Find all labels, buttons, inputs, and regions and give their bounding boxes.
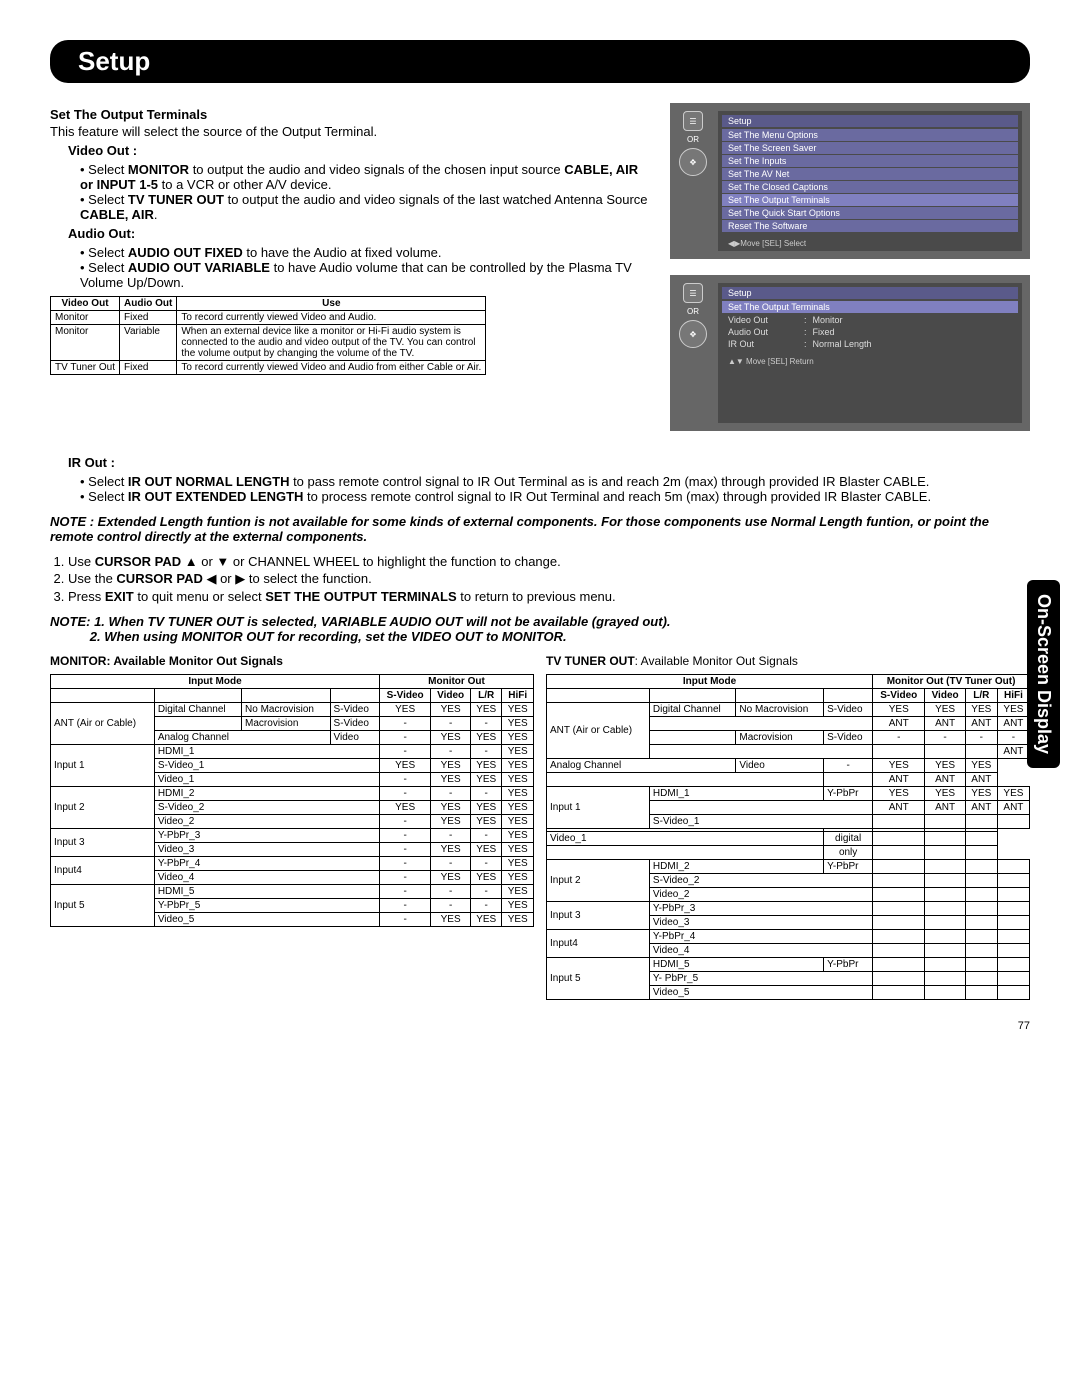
monitor-signals-table: Input ModeMonitor OutS-VideoVideoL/RHiFi…: [50, 674, 534, 927]
page-number: 77: [50, 1020, 1030, 1032]
dpad-icon: ✥: [679, 148, 707, 176]
page-header: Setup: [50, 40, 1030, 83]
side-tab: On-Screen Display: [1027, 580, 1060, 768]
note-extended-length: NOTE : Extended Length funtion is not av…: [50, 514, 1030, 544]
use-table: Video Out Audio Out Use MonitorFixedTo r…: [50, 296, 486, 375]
intro-text: This feature will select the source of t…: [50, 124, 654, 139]
tvtuner-signals-label: TV TUNER OUT: Available Monitor Out Sign…: [546, 654, 1030, 668]
ir-out-bullet-2: Select IR OUT EXTENDED LENGTH to process…: [80, 489, 1030, 504]
monitor-signals-label: MONITOR: Available Monitor Out Signals: [50, 654, 534, 668]
audio-out-bullet-2: Select AUDIO OUT VARIABLE to have Audio …: [80, 260, 654, 290]
video-out-bullet-1: Select MONITOR to output the audio and v…: [80, 162, 654, 192]
dpad-icon: ✥: [679, 320, 707, 348]
menu-button-icon: ☰: [683, 111, 703, 131]
menu-button-icon: ☰: [683, 283, 703, 303]
steps-list: Use CURSOR PAD ▲ or ▼ or CHANNEL WHEEL t…: [68, 554, 1030, 604]
ir-out-bullet-1: Select IR OUT NORMAL LENGTH to pass remo…: [80, 474, 1030, 489]
osd-screenshot-1: ☰ OR ✥ Setup Set The Menu OptionsSet The…: [670, 103, 1030, 259]
tvtuner-signals-table: Input ModeMonitor Out (TV Tuner Out)S-Vi…: [546, 674, 1030, 1000]
audio-out-bullet-1: Select AUDIO OUT FIXED to have the Audio…: [80, 245, 654, 260]
video-out-label: Video Out :: [68, 143, 654, 158]
audio-out-label: Audio Out:: [68, 226, 654, 241]
ir-out-label: IR Out :: [68, 455, 1030, 470]
osd-screenshot-2: ☰ OR ✥ Setup Set The Output Terminals Vi…: [670, 275, 1030, 431]
section-title: Set The Output Terminals: [50, 107, 654, 122]
video-out-bullet-2: Select TV TUNER OUT to output the audio …: [80, 192, 654, 222]
note-tv-tuner: NOTE: 1. When TV TUNER OUT is selected, …: [50, 614, 1030, 644]
